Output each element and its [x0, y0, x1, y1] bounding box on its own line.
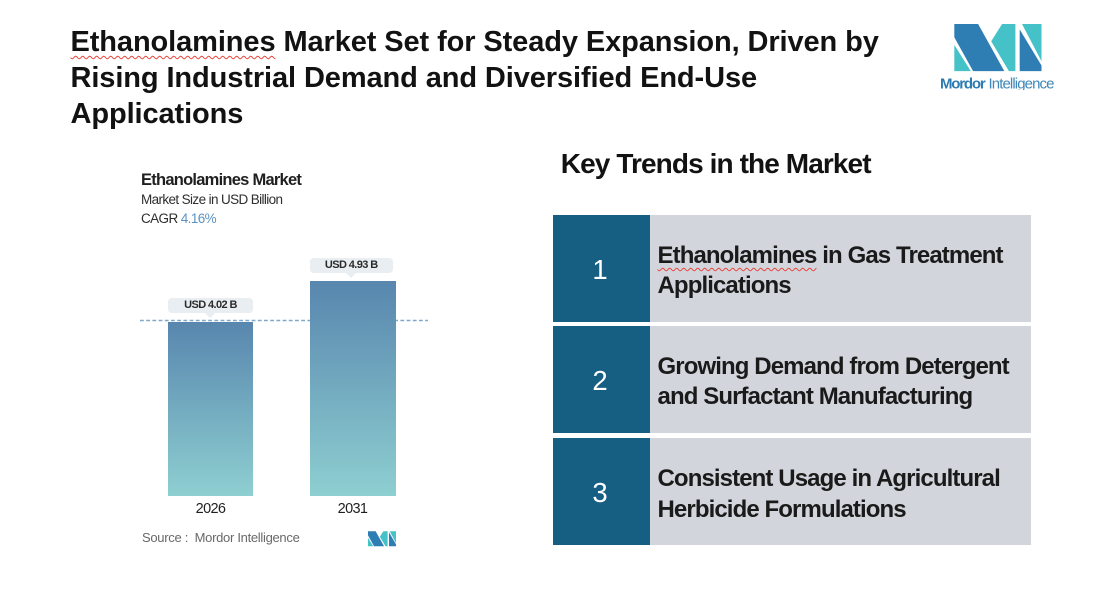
svg-text:Mordor: Mordor	[941, 76, 986, 91]
svg-text:Intelligence: Intelligence	[989, 76, 1055, 91]
